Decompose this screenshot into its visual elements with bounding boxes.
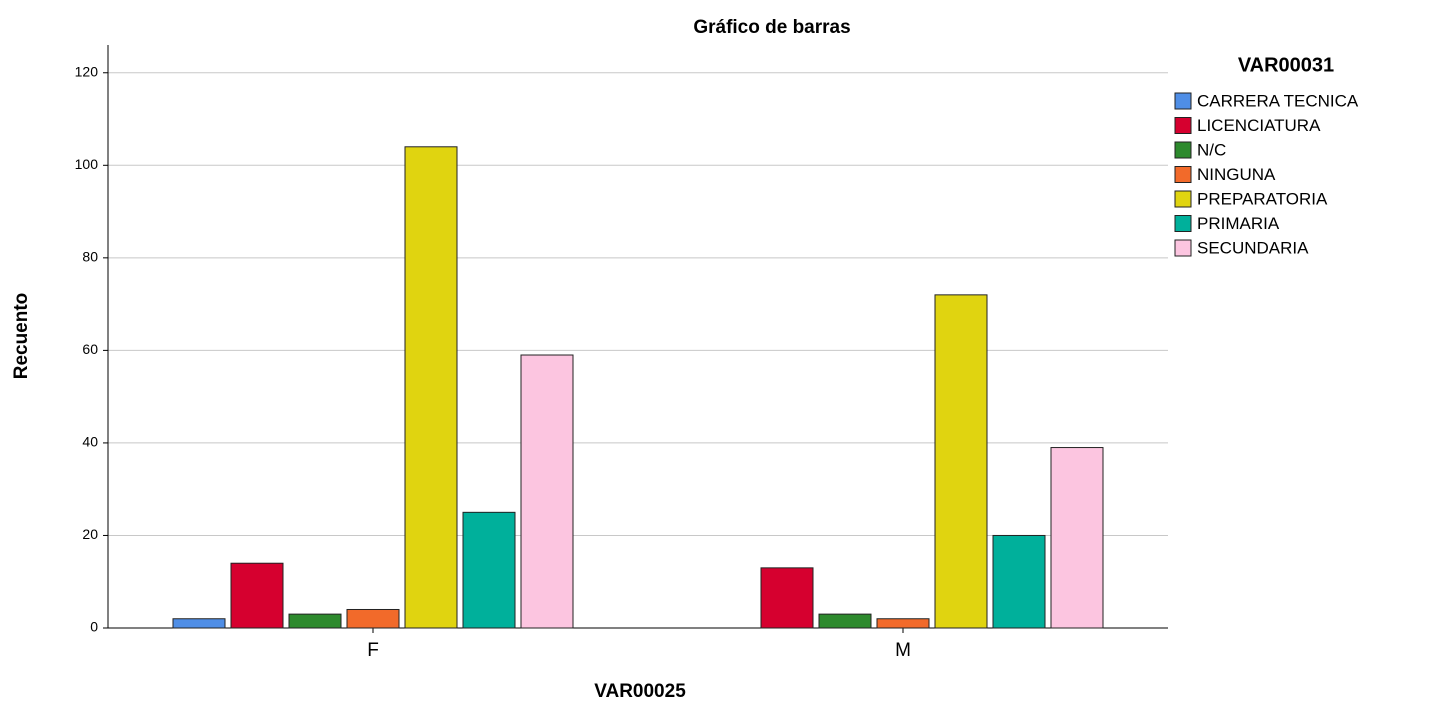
bar	[288, 613, 342, 629]
y-tick-label: 120	[75, 63, 99, 79]
y-tick-label: 100	[75, 156, 99, 172]
legend-label: LICENCIATURA	[1197, 116, 1321, 135]
legend-label: PREPARATORIA	[1197, 189, 1328, 208]
bar	[934, 294, 988, 629]
legend-swatch	[1174, 92, 1192, 110]
legend-label: SECUNDARIA	[1197, 238, 1309, 257]
x-tick-label: F	[367, 640, 379, 661]
legend-swatch	[1174, 166, 1192, 183]
legend-label: N/C	[1197, 140, 1226, 159]
bar	[760, 567, 814, 629]
bar	[172, 618, 226, 629]
bar	[876, 618, 930, 629]
legend-label: NINGUNA	[1197, 165, 1276, 184]
y-tick-label: 80	[82, 249, 98, 265]
chart-title: Gráfico de barras	[693, 17, 850, 38]
legend-swatch	[1174, 141, 1192, 159]
bar	[230, 562, 284, 629]
legend-label: CARRERA TECNICA	[1197, 91, 1359, 110]
bar	[520, 354, 574, 629]
bar	[462, 511, 516, 629]
y-tick-label: 60	[82, 341, 98, 357]
x-axis-label: VAR00025	[594, 681, 686, 702]
bar	[404, 146, 458, 629]
bar	[1050, 447, 1104, 629]
y-tick-label: 40	[82, 434, 98, 450]
legend-swatch	[1174, 117, 1192, 134]
legend-swatch	[1174, 215, 1192, 232]
bar	[992, 534, 1046, 629]
legend-swatch	[1174, 190, 1192, 208]
bar	[818, 613, 872, 629]
legend-swatch	[1174, 239, 1192, 257]
legend-title: VAR00031	[1238, 54, 1334, 76]
y-axis-label: Recuento	[11, 293, 32, 380]
bar	[346, 608, 400, 629]
y-tick-label: 0	[90, 619, 98, 635]
legend-label: PRIMARIA	[1197, 214, 1280, 233]
y-tick-label: 20	[82, 526, 98, 542]
x-tick-label: M	[895, 640, 911, 661]
